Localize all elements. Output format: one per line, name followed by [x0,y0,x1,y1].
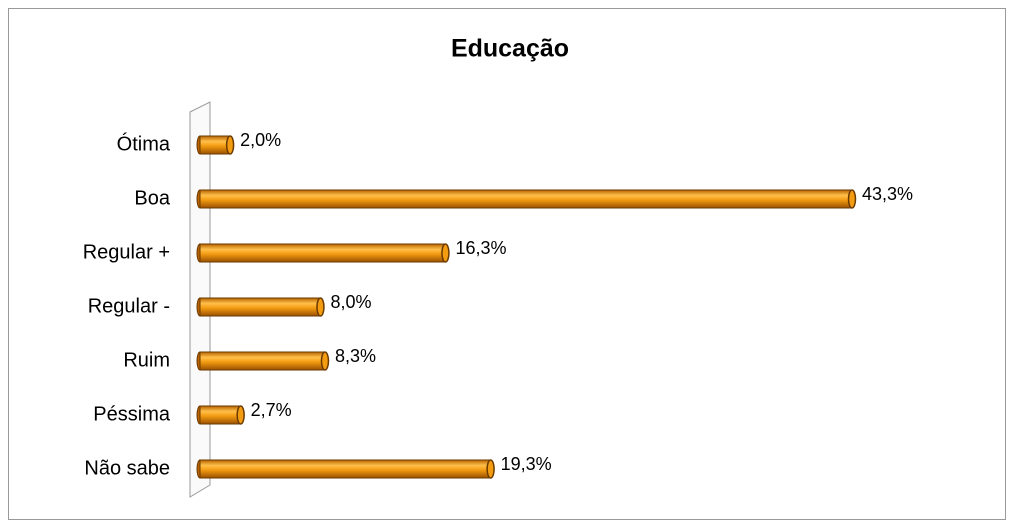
y-tick-label: Ruim [123,349,170,371]
bar [199,459,492,479]
bar-cap [441,243,450,263]
value-label: 16,3% [455,238,506,258]
y-tick-label: Ótima [117,132,171,155]
bar [199,351,326,371]
value-label: 19,3% [501,454,552,474]
bar-cap [847,189,857,209]
bar-cap [236,405,245,425]
bar-cap [316,297,325,317]
value-label: 2,7% [251,400,292,420]
bar [199,297,321,317]
bar [199,135,231,155]
chart-title: Educação [451,35,569,63]
y-tick-label: Regular - [88,295,170,317]
bar [199,189,853,209]
y-tick-label: Boa [134,187,170,209]
y-tick-label: Regular + [83,241,170,263]
bar-cap [320,351,330,371]
y-tick-label: Péssima [93,403,171,425]
bar [199,243,446,263]
bar-cap [486,459,495,479]
y-tick-label: Não sabe [84,457,170,479]
bar-cap [225,135,235,155]
value-label: 2,0% [240,130,281,150]
chart-frame [8,8,1006,520]
bar [199,405,242,425]
value-label: 8,0% [330,292,371,312]
value-label: 43,3% [862,184,913,204]
value-label: 8,3% [335,346,376,366]
